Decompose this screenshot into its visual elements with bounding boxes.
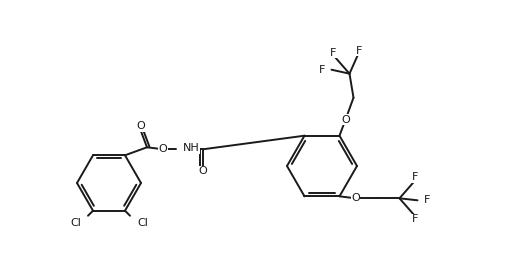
Text: O: O (198, 166, 207, 176)
Text: F: F (423, 195, 429, 205)
Text: F: F (330, 48, 336, 58)
Text: O: O (340, 115, 349, 125)
Text: F: F (412, 172, 418, 182)
Text: F: F (356, 46, 362, 56)
Text: O: O (350, 193, 359, 203)
Text: NH: NH (183, 143, 199, 153)
Text: Cl: Cl (137, 218, 147, 228)
Text: O: O (158, 144, 167, 154)
Text: O: O (136, 121, 145, 131)
Text: F: F (319, 65, 325, 75)
Text: F: F (412, 214, 418, 224)
Text: Cl: Cl (70, 218, 81, 228)
